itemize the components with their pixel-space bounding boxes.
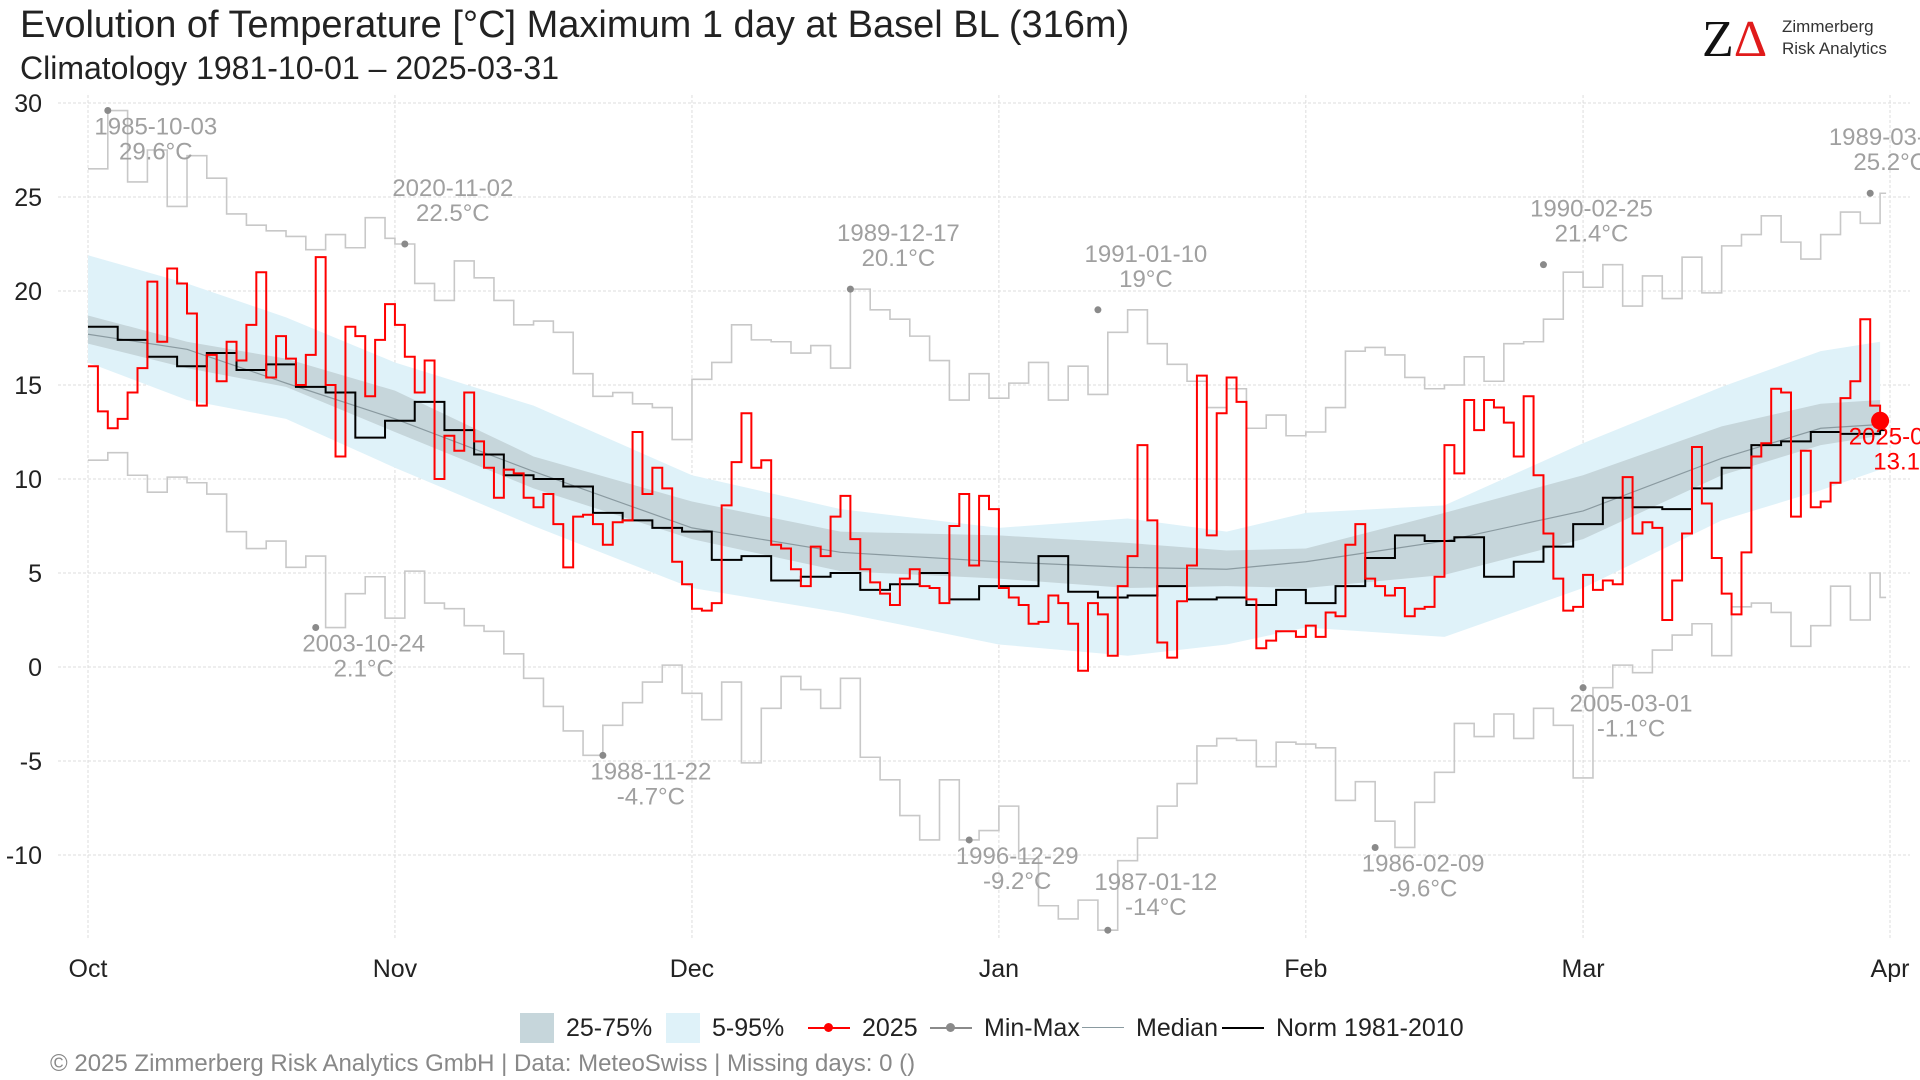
logo-mark: ZΔ [1702,11,1768,68]
annotation-value: -9.2°C [983,868,1051,895]
chart-title: Evolution of Temperature [°C] Maximum 1 … [20,4,1130,46]
record-marker [1539,261,1547,269]
company-logo: ZΔ Zimmerberg Risk Analytics [1702,10,1892,70]
annotation-value: 22.5°C [416,200,490,227]
legend: 25-75% 5-95% 2025 Min-Max Median Norm 19… [0,1010,1920,1050]
annotation-value: -9.6°C [1389,875,1457,902]
legend-norm-swatch [1222,1013,1264,1043]
legend-median: Median [1082,1010,1218,1046]
record-marker [312,624,320,632]
y-tick-label: 20 [14,278,42,306]
annotation-value: 25.2°C [1853,149,1920,176]
record-marker [1371,843,1379,851]
y-tick-label: 30 [14,90,42,118]
x-tick-label: Mar [1562,955,1605,983]
annotation-date: 1987-01-12 [1094,869,1217,896]
x-axis-labels: Oct Nov Dec Jan Feb Mar Apr [69,955,1910,983]
legend-2025-swatch [808,1013,850,1043]
annotation-date: 1989-03-30 [1829,124,1920,151]
y-tick-label: 5 [28,560,42,588]
record-marker [1579,684,1587,692]
y-tick-label: 0 [28,654,42,682]
annotation-date: 2020-11-02 [392,175,513,202]
annotation-date: 1985-10-03 [94,114,217,141]
legend-minmax-swatch [930,1013,972,1043]
record-marker [1866,189,1874,197]
annotation-date: 1989-12-17 [837,220,960,247]
annotation-value: 20.1°C [862,245,936,272]
annotation-value: 19°C [1119,266,1173,293]
annotation-value: -4.7°C [617,783,685,810]
x-tick-label: Apr [1871,955,1910,983]
annotation-date: 2025-03-31 [1849,424,1920,451]
legend-p5-95-swatch [666,1013,700,1043]
x-tick-label: Oct [69,955,108,983]
logo-name: Zimmerberg Risk Analytics [1782,17,1887,58]
current-value-marker [1871,411,1890,430]
year-2025-line [88,256,1887,672]
y-tick-label: 15 [14,372,42,400]
x-tick-label: Jan [979,955,1019,983]
record-marker [1094,306,1102,314]
annotation-date: 1991-01-10 [1085,241,1208,268]
x-tick-label: Feb [1284,955,1327,983]
annotation-value: -14°C [1125,894,1187,921]
series-lines [87,109,1887,932]
median-line [87,333,1881,570]
legend-2025: 2025 [808,1010,918,1046]
y-tick-label: 25 [14,184,42,212]
record-marker [965,836,973,844]
annotation-value: 13.1°C [1873,449,1920,476]
legend-p5-95: 5-95% [666,1010,784,1046]
band-25-75 [88,315,1881,589]
footer-credits: © 2025 Zimmerberg Risk Analytics GmbH | … [50,1050,916,1077]
annotation-value: 21.4°C [1555,221,1629,248]
legend-iqr: 25-75% [520,1010,652,1046]
record-marker [599,751,607,759]
annotation-date: 1988-11-22 [590,758,711,785]
legend-iqr-swatch [520,1013,554,1043]
band-5-95 [88,255,1881,656]
annotation-date: 1996-12-29 [956,843,1079,870]
min-line [88,451,1887,932]
record-marker [104,107,112,115]
norm-line [88,325,1887,606]
annotation-value: -1.1°C [1597,716,1665,743]
record-marker [401,240,409,248]
y-tick-label: -5 [20,748,42,776]
x-tick-label: Nov [373,955,418,983]
bands [88,255,1881,656]
x-tick-label: Dec [670,955,714,983]
legend-norm: Norm 1981-2010 [1222,1010,1464,1046]
record-marker [1104,926,1112,934]
annotation-date: 2003-10-24 [302,631,425,658]
max-line [88,109,1887,441]
legend-minmax: Min-Max [930,1010,1080,1046]
annotation-date: 2005-03-01 [1570,691,1693,718]
legend-median-swatch [1082,1013,1124,1043]
annotation-date: 1990-02-25 [1530,196,1653,223]
record-marker [846,285,854,293]
y-axis-labels: -10 -5 0 5 10 15 20 25 30 [6,90,42,870]
chart-subtitle: Climatology 1981-10-01 – 2025-03-31 [20,50,560,86]
y-tick-label: 10 [14,466,42,494]
annotation-value: 2.1°C [334,656,394,683]
annotation-value: 29.6°C [119,139,193,166]
y-tick-label: -10 [6,842,42,870]
annotation-date: 1986-02-09 [1362,850,1485,877]
